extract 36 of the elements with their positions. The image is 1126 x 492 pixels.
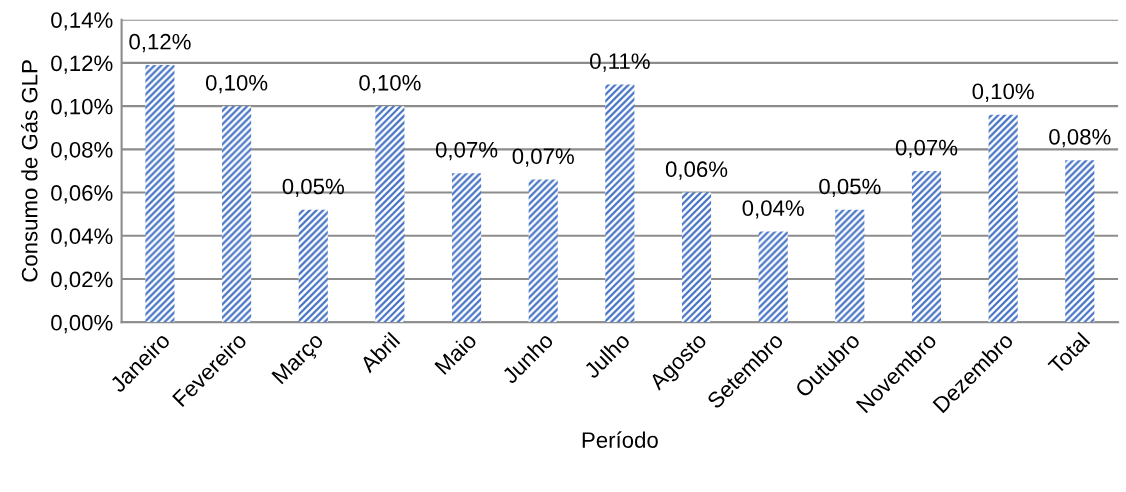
y-tick-label: 0,10% [51,98,113,118]
data-label: 0,07% [435,141,498,161]
data-label: 0,11% [590,53,650,72]
y-tick-label: 0,00% [51,314,113,334]
bar [681,192,712,323]
bar [375,106,405,323]
y-tick-label: 0,08% [51,141,113,161]
bar [605,84,635,323]
y-tick-label: 0,14% [51,12,113,31]
bar [528,179,558,323]
data-label: 0,05% [819,178,881,197]
bar [298,209,328,323]
bar [988,114,1018,323]
y-tick-label: 0,02% [51,271,113,290]
bar [451,173,482,323]
bar [911,170,942,323]
data-label: 0,07% [512,148,574,167]
y-tick-label: 0,12% [51,55,113,74]
bar [1065,160,1095,323]
y-tick-label: 0,04% [51,228,113,247]
bar [758,231,788,323]
x-axis-title: Período [582,431,658,448]
data-label: 0,10% [359,74,421,94]
data-label: 0,08% [1049,128,1111,148]
data-label: 0,05% [282,178,344,197]
y-tick-label: 0,06% [51,185,113,204]
y-axis-title: Consumo de Gás GLP [20,60,38,282]
data-label: 0,10% [972,83,1034,102]
data-label: 0,10% [205,74,268,94]
data-label: 0,12% [129,33,191,53]
data-label: 0,06% [665,161,728,180]
bar [222,106,252,323]
bar [835,209,865,323]
data-label: 0,04% [742,200,804,219]
bar [145,65,175,323]
data-label: 0,07% [895,139,958,159]
